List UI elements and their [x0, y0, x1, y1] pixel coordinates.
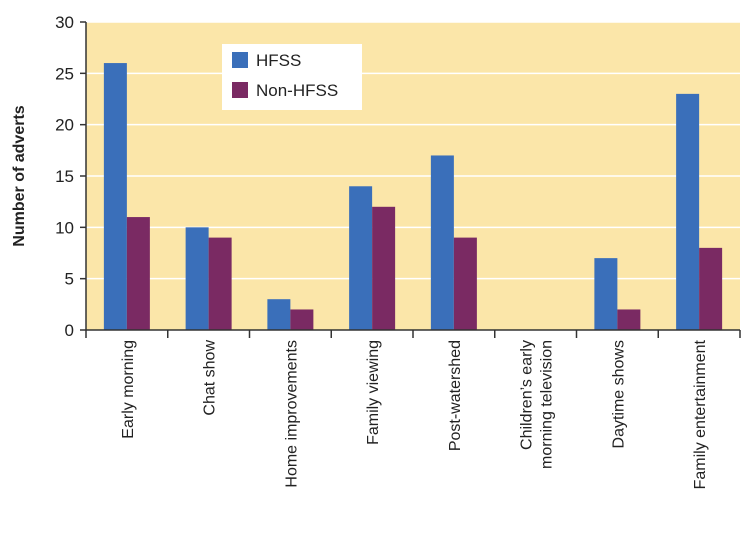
bar-hfss: [594, 258, 618, 330]
y-tick-label: 30: [55, 13, 74, 32]
bar-hfss: [349, 186, 373, 330]
x-tick-label-line: Post-watershed: [447, 340, 464, 451]
y-tick-labels: 0 5 10 15 20 25 30: [55, 13, 74, 340]
bar-non-hfss: [290, 309, 314, 330]
x-tick-label: Family viewing: [365, 340, 382, 445]
x-tick-label: Chat show: [202, 340, 219, 416]
bar-non-hfss: [126, 217, 150, 330]
x-tick-label: Family entertainment: [692, 339, 709, 489]
bar-hfss: [103, 63, 127, 331]
legend-label: HFSS: [256, 51, 301, 70]
x-tick-label: Home improvements: [283, 340, 300, 488]
x-tick-label-line: Chat show: [202, 340, 219, 416]
legend-swatch: [232, 52, 248, 68]
x-tick-label: Children’s early morning television: [519, 340, 556, 469]
bar-hfss: [676, 93, 700, 330]
legend: HFSS Non-HFSS: [222, 44, 362, 110]
y-axis-label: Number of adverts: [11, 105, 28, 246]
x-tick-label-line: morning television: [539, 340, 556, 469]
bar-non-hfss: [699, 247, 723, 330]
legend-swatch: [232, 82, 248, 98]
bar-non-hfss: [453, 237, 477, 330]
axes: [80, 21, 741, 338]
y-tick-label: 10: [55, 218, 74, 237]
bar-hfss: [267, 299, 291, 330]
y-tick-label: 5: [65, 270, 74, 289]
x-tick-label-line: Early morning: [120, 340, 137, 439]
bars: [103, 63, 723, 331]
bar-non-hfss: [208, 237, 232, 330]
x-tick-label-line: Daytime shows: [610, 340, 627, 448]
y-tick-label: 0: [65, 321, 74, 340]
legend-label: Non-HFSS: [256, 81, 338, 100]
x-tick-label-line: Family viewing: [365, 340, 382, 445]
x-tick-labels: Early morning Chat show Home improvements F…: [120, 339, 709, 489]
x-tick-label: Daytime shows: [610, 340, 627, 448]
x-tick-label-line: Family entertainment: [692, 339, 709, 489]
x-tick-label: Early morning: [120, 340, 137, 439]
x-tick-label-line: Children’s early: [519, 340, 536, 450]
bar-non-hfss: [617, 309, 641, 330]
x-tick-label: Post-watershed: [447, 340, 464, 451]
bar-non-hfss: [372, 206, 396, 330]
bar-hfss: [185, 227, 209, 330]
y-tick-label: 25: [55, 64, 74, 83]
y-tick-label: 20: [55, 116, 74, 135]
bar-hfss: [430, 155, 454, 330]
x-tick-label-line: Home improvements: [283, 340, 300, 488]
y-tick-label: 15: [55, 167, 74, 186]
